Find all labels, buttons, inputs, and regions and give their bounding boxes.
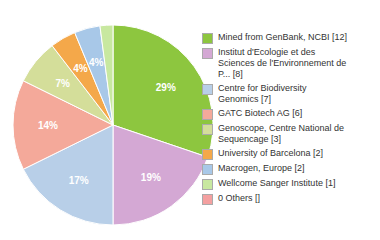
svg-text:29%: 29% xyxy=(156,82,176,93)
html-text:Wellcome Sanger Institute [1]: Wellcome Sanger Institute [1] xyxy=(218,178,336,188)
svg-text:4%: 4% xyxy=(73,63,88,74)
svg-text:19%: 19% xyxy=(141,172,161,183)
html-text:Mined from GenBank, NCBI [12]: Mined from GenBank, NCBI [12] xyxy=(218,32,348,42)
svg-text:14%: 14% xyxy=(38,120,58,131)
html-text:Macrogen, Europe [2]: Macrogen, Europe [2] xyxy=(218,163,305,173)
svg-text:7%: 7% xyxy=(56,78,71,89)
html-text:University of Barcelona [2]: University of Barcelona [2] xyxy=(218,148,323,158)
html-text:Genoscope, Centre National de: Genoscope, Centre National de Sequencage… xyxy=(218,123,345,144)
html-text:0 Others []: 0 Others [] xyxy=(218,193,260,203)
html-text:GATC Biotech AG [6]: GATC Biotech AG [6] xyxy=(218,108,303,118)
svg-text:4%: 4% xyxy=(89,57,104,68)
html-text:Institut d'Ecologie et des Sci: Institut d'Ecologie et des Sciences de l… xyxy=(218,47,347,79)
html-text:Centre for Biodiversity Genomi: Centre for Biodiversity Genomics [7] xyxy=(218,83,307,104)
svg-text:17%: 17% xyxy=(69,175,89,186)
